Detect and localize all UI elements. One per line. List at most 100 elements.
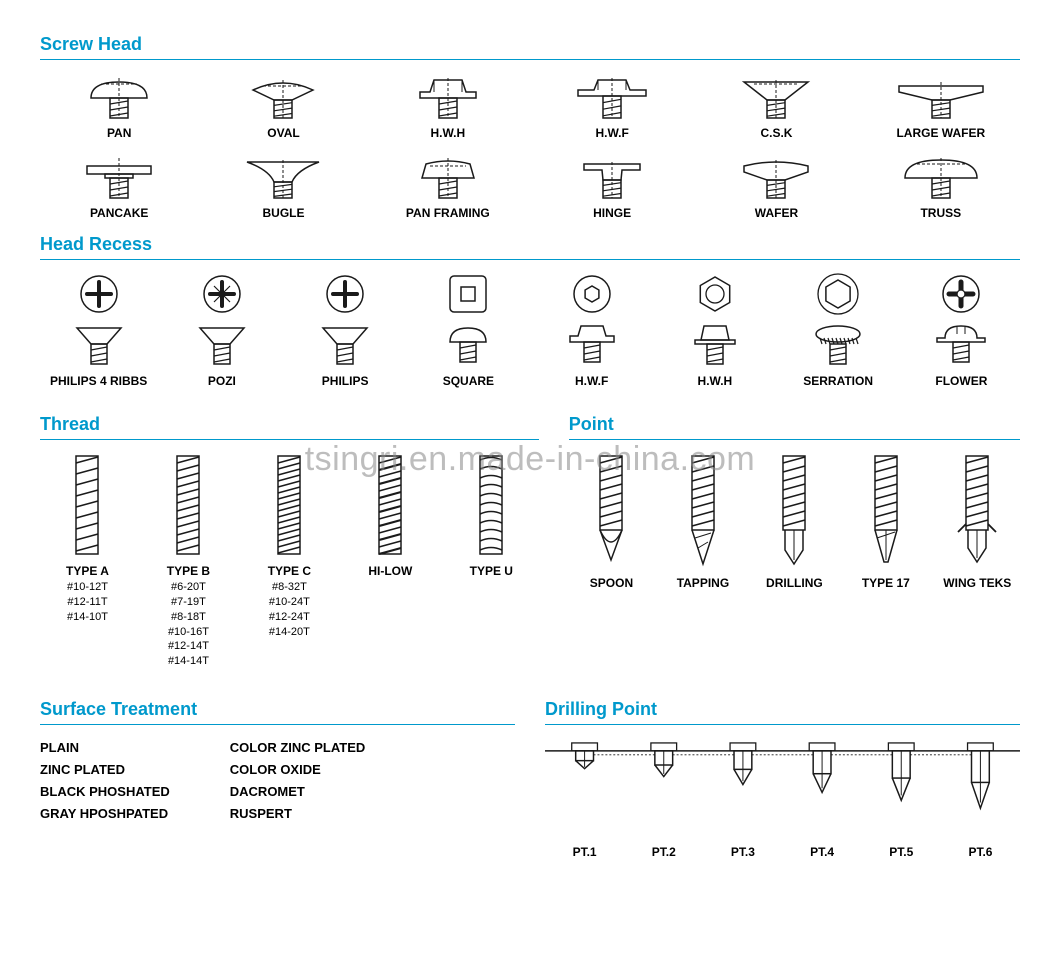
thread-row: TYPE A #10-12T#12-11T#14-10T TYPE B #6-2…	[40, 452, 539, 669]
hi-low-label: HI-LOW	[368, 564, 412, 578]
type-u-icon	[469, 452, 513, 558]
h-w-f-label: H.W.F	[575, 374, 608, 388]
item-c-s-k: C.S.K	[697, 72, 855, 140]
section-title-screw-head: Screw Head	[40, 34, 1020, 60]
item-type-17: TYPE 17	[843, 452, 928, 590]
section-title-point: Point	[569, 414, 1020, 440]
surface-item: RUSPERT	[230, 803, 366, 825]
item-h-w-h: H.W.H	[369, 72, 527, 140]
hinge-icon	[557, 152, 667, 200]
drilling-point-labels: PT.1PT.2PT.3PT.4PT.5PT.6	[545, 845, 1020, 859]
screw-head-row-1: PAN OVAL H.W.H	[40, 72, 1020, 140]
wafer-icon	[721, 152, 831, 200]
item-pancake: PANCAKE	[40, 152, 198, 220]
section-title-head-recess: Head Recess	[40, 234, 1020, 260]
item-h-w-f: H.W.F	[533, 72, 691, 140]
item-type-c: TYPE C #8-32T#10-24T#12-24T#14-20T	[242, 452, 337, 639]
item-type-b: TYPE B #6-20T#7-19T#8-18T#10-16T#12-14T#…	[141, 452, 236, 669]
pan-label: PAN	[107, 126, 131, 140]
type-u-label: TYPE U	[470, 564, 513, 578]
philips-4-ribbs-icon	[69, 272, 129, 368]
philips-icon	[315, 272, 375, 368]
square-label: SQUARE	[443, 374, 494, 388]
item-pan: PAN	[40, 72, 198, 140]
oval-label: OVAL	[267, 126, 299, 140]
large-wafer-icon	[886, 72, 996, 120]
type-a-label: TYPE A	[66, 564, 109, 578]
philips-4-ribbs-label: PHILIPS 4 RIBBS	[50, 374, 147, 388]
bugle-label: BUGLE	[262, 206, 304, 220]
item-wing-teks: WING TEKS	[935, 452, 1020, 590]
h-w-f-icon	[557, 72, 667, 120]
surface-item: BLACK PHOSHATED	[40, 781, 170, 803]
section-title-thread: Thread	[40, 414, 539, 440]
item-spoon: SPOON	[569, 452, 654, 590]
item-h-w-h: H.W.H	[656, 272, 773, 388]
type-c-specs: #8-32T#10-24T#12-24T#14-20T	[269, 580, 310, 639]
square-icon	[438, 272, 498, 368]
hi-low-icon	[368, 452, 412, 558]
pan-framing-label: PAN FRAMING	[406, 206, 490, 220]
wafer-label: WAFER	[755, 206, 798, 220]
spoon-label: SPOON	[590, 576, 633, 590]
drilling-label: PT.2	[624, 845, 703, 859]
item-bugle: BUGLE	[204, 152, 362, 220]
drilling-label: PT.3	[703, 845, 782, 859]
hinge-label: HINGE	[593, 206, 631, 220]
truss-label: TRUSS	[920, 206, 961, 220]
item-wafer: WAFER	[697, 152, 855, 220]
section-title-drilling: Drilling Point	[545, 699, 1020, 725]
surface-item: DACROMET	[230, 781, 366, 803]
spoon-icon	[584, 452, 638, 570]
type-17-icon	[859, 452, 913, 570]
surface-item: PLAIN	[40, 737, 170, 759]
item-hi-low: HI-LOW	[343, 452, 438, 578]
h-w-f-icon	[562, 272, 622, 368]
wing-teks-icon	[950, 452, 1004, 570]
type-b-icon	[166, 452, 210, 558]
pozi-icon	[192, 272, 252, 368]
oval-icon	[228, 72, 338, 120]
c-s-k-icon	[721, 72, 831, 120]
type-c-icon	[267, 452, 311, 558]
flower-icon	[931, 272, 991, 368]
item-type-a: TYPE A #10-12T#12-11T#14-10T	[40, 452, 135, 625]
type-17-label: TYPE 17	[862, 576, 910, 590]
philips-label: PHILIPS	[322, 374, 369, 388]
drilling-point-diagram	[545, 737, 1020, 836]
pancake-icon	[64, 152, 174, 200]
surface-treatment-lists: PLAINZINC PLATEDBLACK PHOSHATEDGRAY HPOS…	[40, 737, 515, 825]
type-b-label: TYPE B	[167, 564, 210, 578]
c-s-k-label: C.S.K	[760, 126, 792, 140]
surface-item: ZINC PLATED	[40, 759, 170, 781]
item-drilling: DRILLING	[752, 452, 837, 590]
serration-label: SERRATION	[803, 374, 873, 388]
bugle-icon	[228, 152, 338, 200]
pan-icon	[64, 72, 174, 120]
type-a-icon	[65, 452, 109, 558]
tapping-icon	[676, 452, 730, 570]
truss-icon	[886, 152, 996, 200]
h-w-h-icon	[685, 272, 745, 368]
type-c-label: TYPE C	[268, 564, 311, 578]
surface-item: GRAY HPOSHPATED	[40, 803, 170, 825]
drilling-label: PT.5	[862, 845, 941, 859]
item-flower: FLOWER	[903, 272, 1020, 388]
item-oval: OVAL	[204, 72, 362, 140]
wing-teks-label: WING TEKS	[943, 576, 1011, 590]
drilling-label: PT.1	[545, 845, 624, 859]
section-title-surface: Surface Treatment	[40, 699, 515, 725]
surface-item: COLOR ZINC PLATED	[230, 737, 366, 759]
item-large-wafer: LARGE WAFER	[862, 72, 1020, 140]
drilling-icon	[767, 452, 821, 570]
pozi-label: POZI	[208, 374, 236, 388]
pan-framing-icon	[393, 152, 503, 200]
h-w-h-icon	[393, 72, 503, 120]
item-type-u: TYPE U	[444, 452, 539, 578]
item-pan-framing: PAN FRAMING	[369, 152, 527, 220]
serration-icon	[808, 272, 868, 368]
pancake-label: PANCAKE	[90, 206, 148, 220]
item-serration: SERRATION	[780, 272, 897, 388]
item-hinge: HINGE	[533, 152, 691, 220]
item-pozi: POZI	[163, 272, 280, 388]
